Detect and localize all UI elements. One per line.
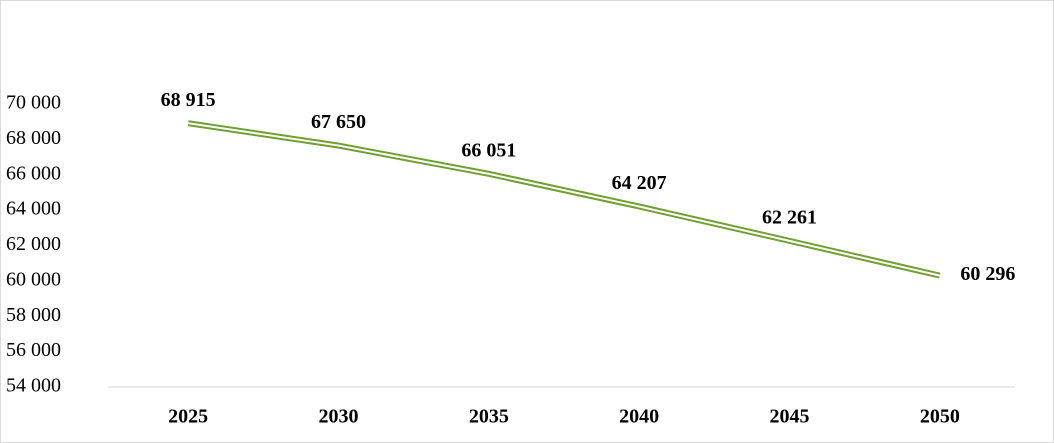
x-tick-label: 2045	[770, 406, 810, 428]
data-label: 60 296	[960, 263, 1015, 285]
y-tick-label: 68 000	[6, 127, 61, 149]
y-tick-label: 64 000	[6, 198, 61, 220]
x-tick-label: 2035	[469, 406, 509, 428]
x-tick-label: 2030	[319, 406, 359, 428]
y-tick-label: 58 000	[6, 304, 61, 326]
data-label: 67 650	[311, 111, 366, 133]
line-inner	[188, 122, 941, 277]
x-tick-label: 2025	[168, 406, 208, 428]
y-tick-label: 54 000	[6, 375, 61, 397]
y-tick-label: 60 000	[6, 268, 61, 290]
data-label: 68 915	[161, 89, 216, 111]
y-tick-label: 56 000	[6, 339, 61, 361]
y-tick-label: 70 000	[6, 92, 61, 114]
y-tick-label: 62 000	[6, 233, 61, 255]
data-label: 62 261	[762, 206, 817, 228]
x-tick-label: 2040	[619, 406, 659, 428]
data-label: 64 207	[612, 172, 667, 194]
data-label: 66 051	[461, 139, 516, 161]
y-tick-label: 66 000	[6, 162, 61, 184]
x-tick-label: 2050	[920, 406, 960, 428]
